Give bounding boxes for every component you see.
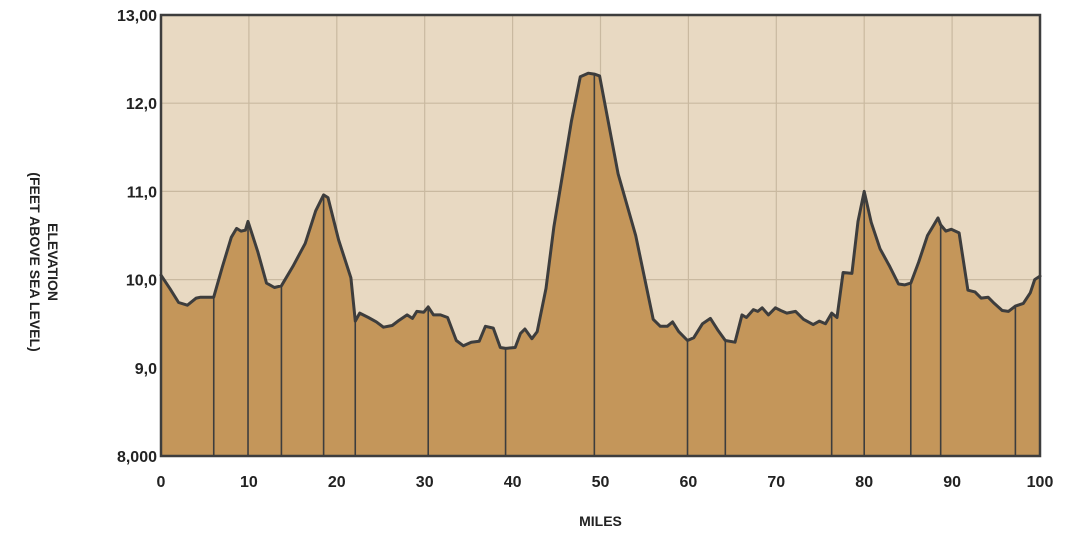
x-tick-label: 20	[328, 474, 346, 491]
x-tick-label: 0	[157, 474, 166, 491]
y-tick-label: 11,0	[127, 184, 157, 201]
elevation-profile-line	[159, 71, 1042, 350]
plot-frame	[159, 13, 1042, 458]
x-axis-ticks: 0 10 20 30 40 50 60 70 80 90 100	[157, 474, 1054, 491]
x-tick-label: 80	[855, 474, 873, 491]
y-axis-title: ELEVATION (FEET ABOVE SEA LEVEL)	[27, 172, 61, 351]
y-axis-title-line-2: (FEET ABOVE SEA LEVEL)	[27, 172, 43, 351]
y-axis-title-line-1: ELEVATION	[45, 223, 61, 301]
x-tick-label: 60	[680, 474, 698, 491]
x-tick-label: 70	[767, 474, 785, 491]
elevation-area	[161, 73, 1040, 456]
segment-markers	[212, 74, 1017, 456]
x-tick-label: 90	[943, 474, 961, 491]
x-tick-label: 40	[504, 474, 522, 491]
y-tick-label: 12,0	[126, 96, 157, 113]
y-tick-label: 9,0	[135, 361, 157, 378]
x-tick-label: 30	[416, 474, 434, 491]
y-axis-ticks: 8,000 9,0 10,0 11,0 12,0 13,00	[117, 8, 157, 466]
y-tick-label: 13,00	[117, 8, 157, 25]
x-tick-label: 10	[240, 474, 258, 491]
y-tick-label: 8,000	[117, 449, 157, 466]
x-axis-title: MILES	[579, 513, 622, 529]
x-tick-label: 100	[1027, 474, 1054, 491]
y-tick-label: 10,0	[126, 273, 157, 290]
x-tick-label: 50	[592, 474, 610, 491]
